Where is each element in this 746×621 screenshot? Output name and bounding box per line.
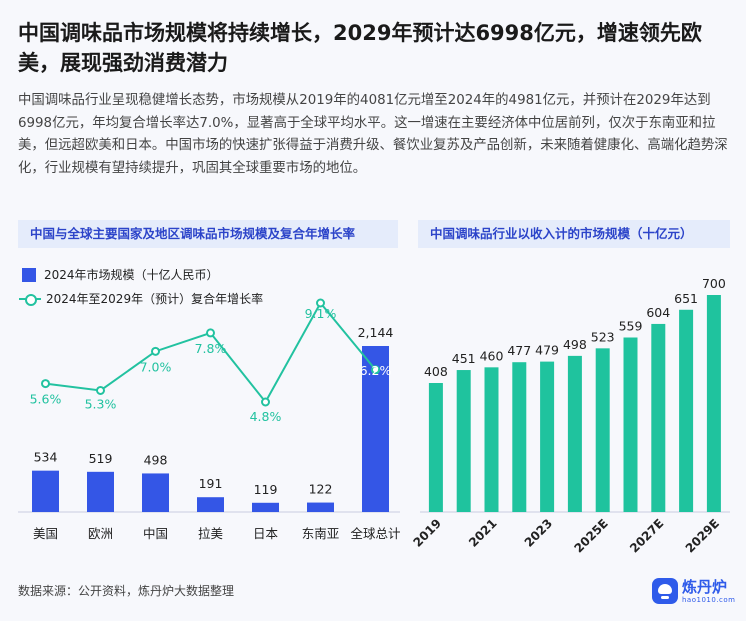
market-size-bar (87, 471, 114, 512)
revenue-value-label: 479 (535, 343, 559, 358)
logo-name: 炼丹炉 (682, 578, 728, 596)
category-tick-label: 日本 (253, 526, 279, 541)
legend-line-swatch (19, 291, 41, 307)
summary-text: 中国调味品行业呈现稳健增长态势，市场规模从2019年的4081亿元增至2024年… (18, 93, 728, 176)
cagr-value-label: 7.0% (140, 359, 172, 374)
logo-url: hao1010.com (682, 596, 736, 604)
cagr-point (316, 298, 325, 308)
cagr-point (96, 385, 105, 395)
bar-value-label: 122 (309, 482, 333, 497)
cagr-value-label: 5.6% (30, 392, 62, 407)
left-chart-header: 中国与全球主要国家及地区调味品市场规模及复合年增长率 (18, 220, 398, 248)
revenue-bar (540, 361, 555, 512)
cagr-value-label: 4.8% (250, 409, 282, 424)
revenue-bar (428, 383, 443, 512)
year-tick-label: 2029E (683, 516, 722, 555)
legend-bar-swatch (22, 267, 36, 282)
cagr-point (261, 397, 270, 407)
revenue-value-label: 408 (424, 364, 448, 379)
market-size-bar (142, 473, 169, 512)
cagr-value-label: 7.8% (195, 341, 227, 356)
market-size-bar (307, 502, 334, 512)
market-size-bar (252, 502, 279, 512)
category-tick-label: 美国 (33, 526, 58, 541)
legend-line-label: 2024年至2029年（预计）复合年增长率 (46, 292, 264, 306)
bar-value-label: 119 (254, 482, 278, 497)
source-note: 数据来源：公开资料，炼丹炉大数据整理 (18, 584, 235, 598)
brand-logo: 炼丹炉 hao1010.com (652, 578, 736, 605)
cagr-value-label: 6.2% (360, 363, 392, 378)
bar-value-label: 191 (199, 476, 223, 491)
revenue-bar (679, 309, 694, 512)
revenue-bar (595, 348, 610, 512)
revenue-value-label: 700 (702, 276, 726, 291)
bar-value-label: 534 (34, 450, 58, 465)
revenue-bar (706, 295, 721, 512)
page-title: 中国调味品市场规模将持续增长，2029年预计达6998亿元，增速领先欧美，展现强… (18, 21, 702, 75)
category-tick-label: 东南亚 (302, 526, 340, 541)
revenue-bar (623, 337, 638, 512)
furnace-icon (652, 578, 678, 604)
cagr-value-label: 9.1% (305, 306, 337, 321)
bar-value-label: 2,144 (358, 325, 394, 340)
revenue-value-label: 523 (591, 329, 615, 344)
year-tick-label: 2019 (411, 516, 445, 550)
bar-value-label: 498 (144, 452, 168, 467)
legend-item-line: 2024年至2029年（预计）复合年增长率 (19, 290, 264, 307)
revenue-bar (484, 367, 499, 512)
year-tick-label: 2023 (522, 516, 556, 550)
market-size-bar (197, 497, 224, 512)
revenue-value-label: 477 (507, 343, 531, 358)
revenue-bar (512, 362, 527, 512)
legend-bar-label: 2024年市场规模（十亿人民币） (44, 268, 219, 282)
year-tick-label: 2021 (466, 516, 500, 550)
market-size-bar (32, 470, 59, 512)
revenue-value-label: 460 (480, 348, 504, 363)
cagr-point (371, 365, 380, 375)
cagr-point (151, 346, 160, 356)
cagr-point (206, 328, 215, 338)
category-tick-label: 欧洲 (88, 526, 113, 541)
year-tick-label: 2027E (627, 516, 666, 555)
revenue-bar (456, 370, 471, 512)
year-tick-label: 2025E (571, 516, 610, 555)
category-tick-label: 全球总计 (350, 526, 400, 541)
legend-item-bar: 2024年市场规模（十亿人民币） (22, 266, 219, 283)
cagr-value-label: 5.3% (85, 396, 117, 411)
revenue-value-label: 451 (452, 351, 476, 366)
revenue-bar (567, 355, 582, 512)
revenue-value-label: 604 (646, 305, 670, 320)
bar-value-label: 519 (89, 451, 113, 466)
revenue-bar (651, 323, 666, 512)
right-chart-header: 中国调味品行业以收入计的市场规模（十亿元） (418, 220, 730, 248)
revenue-value-label: 559 (619, 318, 643, 333)
revenue-value-label: 498 (563, 337, 587, 352)
revenue-value-label: 651 (674, 291, 698, 306)
category-tick-label: 拉美 (198, 526, 223, 541)
cagr-point (41, 379, 50, 389)
category-tick-label: 中国 (143, 526, 168, 541)
